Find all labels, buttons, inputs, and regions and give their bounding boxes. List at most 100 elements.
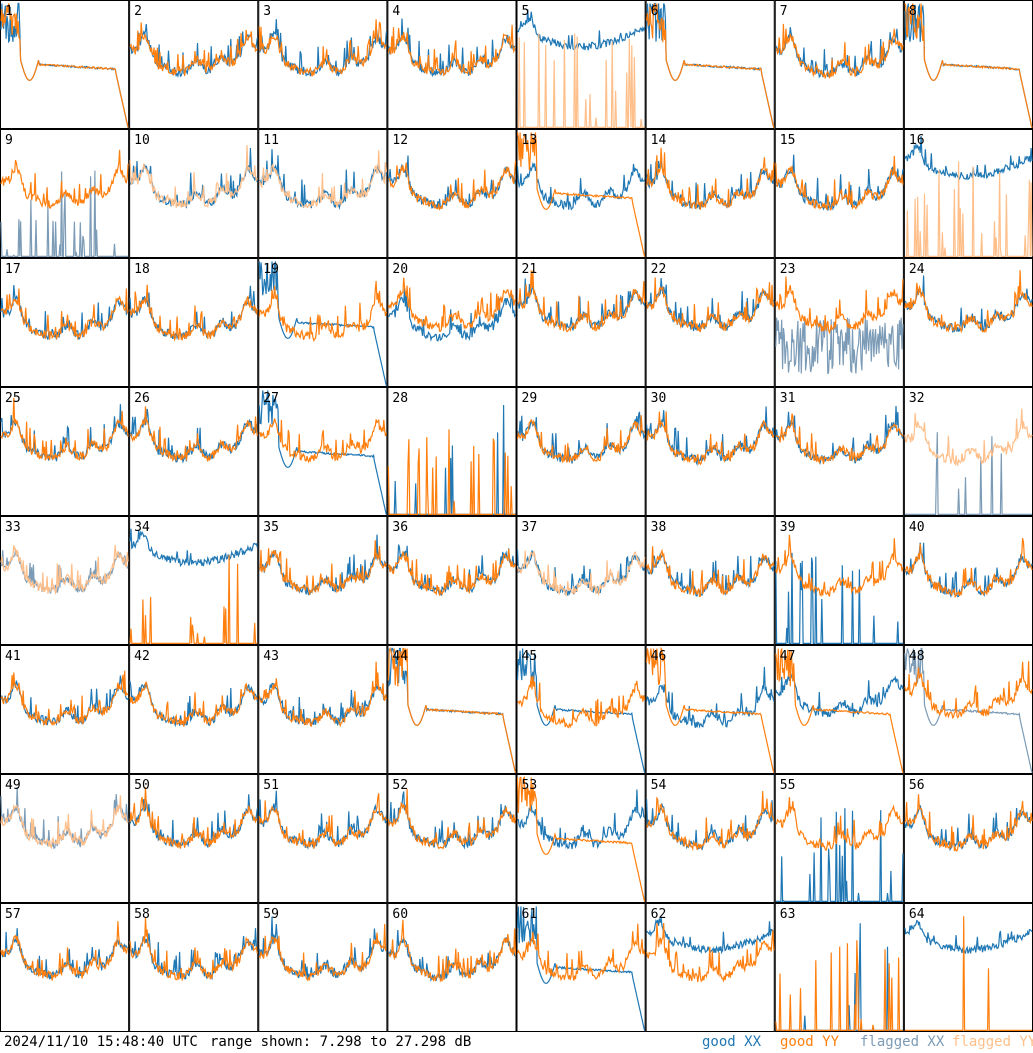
panel-49: 49 (0, 774, 130, 903)
series-yy-panel-8 (904, 3, 1033, 128)
panel-label: 29 (522, 391, 538, 406)
panel-18: 18 (129, 258, 259, 387)
panel-frame (903, 258, 1033, 387)
series-yy-panel-40 (904, 537, 1033, 599)
series-xx-panel-34 (129, 528, 258, 568)
panel-label: 53 (522, 778, 538, 793)
panel-label: 32 (909, 391, 925, 406)
panel-label: 43 (263, 649, 279, 664)
series-xx-panel-64 (904, 919, 1033, 955)
panel-56: 56 (903, 774, 1033, 903)
panel-label: 64 (909, 907, 925, 922)
panel-frame (129, 903, 259, 1032)
series-xx-panel-25 (0, 404, 129, 462)
panel-label: 47 (780, 649, 796, 664)
panel-40: 40 (903, 516, 1033, 645)
panel-30: 30 (645, 387, 775, 516)
panel-label: 11 (263, 133, 279, 148)
series-xx-panel-23 (775, 317, 904, 375)
panel-frame (0, 903, 130, 1032)
panel-61: 61 (516, 903, 646, 1032)
panel-45: 45 (516, 645, 646, 774)
panel-15: 15 (774, 129, 904, 258)
panel-label: 57 (5, 907, 21, 922)
panel-44: 44 (387, 645, 517, 774)
panel-label: 60 (392, 907, 408, 922)
panel-label: 15 (780, 133, 796, 148)
panel-label: 46 (651, 649, 667, 664)
panel-frame (903, 387, 1033, 516)
panel-27: 27 (258, 387, 388, 516)
panel-label: 2 (134, 4, 142, 19)
panel-59: 59 (258, 903, 388, 1032)
panel-label: 37 (522, 520, 538, 535)
series-yy-panel-53 (516, 776, 646, 902)
timestamp: 2024/11/10 15:48:40 UTC (4, 1034, 198, 1050)
panel-6: 6 (645, 0, 775, 129)
panel-label: 22 (651, 262, 667, 277)
series-xx-panel-45 (516, 648, 646, 773)
panel-label: 45 (522, 649, 538, 664)
panel-label: 30 (651, 391, 667, 406)
series-xx-panel-35 (258, 534, 387, 596)
panel-36: 36 (387, 516, 517, 645)
series-yy-panel-59 (258, 923, 387, 982)
panel-21: 21 (516, 258, 646, 387)
series-yy-panel-50 (129, 787, 258, 849)
panel-label: 33 (5, 520, 21, 535)
panel-label: 8 (909, 4, 917, 19)
panel-28: 28 (387, 387, 517, 516)
panel-label: 38 (651, 520, 667, 535)
panel-frame (645, 903, 775, 1032)
panel-label: 50 (134, 778, 150, 793)
series-yy-panel-16 (904, 161, 1033, 257)
series-yy-panel-30 (646, 411, 775, 466)
panel-52: 52 (387, 774, 517, 903)
panel-label: 12 (392, 133, 408, 148)
panel-label: 49 (5, 778, 21, 793)
panel-34: 34 (129, 516, 259, 645)
series-yy-panel-62 (646, 922, 775, 983)
panel-19: 19 (258, 258, 388, 387)
panel-label: 10 (134, 133, 150, 148)
series-yy-panel-9 (0, 149, 129, 209)
range-label: range shown: 7.298 to 27.298 dB (210, 1034, 472, 1050)
series-yy-panel-39 (775, 534, 904, 597)
panel-frame (516, 774, 646, 903)
series-yy-panel-56 (904, 794, 1033, 852)
series-xx-panel-32 (904, 432, 1032, 515)
panel-20: 20 (387, 258, 517, 387)
panel-label: 36 (392, 520, 408, 535)
series-yy-panel-52 (387, 788, 517, 850)
panel-label: 48 (909, 649, 925, 664)
panel-frame (387, 258, 517, 387)
panel-label: 4 (392, 4, 400, 19)
panel-label: 63 (780, 907, 796, 922)
series-yy-panel-48 (904, 661, 1033, 720)
series-xx-panel-9 (0, 170, 129, 257)
footer-bar: 2024/11/10 15:48:40 UTC range shown: 7.2… (0, 1032, 1033, 1053)
panel-label: 52 (392, 778, 408, 793)
panel-8: 8 (903, 0, 1033, 129)
panel-10: 10 (129, 129, 259, 258)
series-yy-panel-22 (646, 277, 775, 333)
series-yy-panel-29 (516, 415, 646, 464)
panel-label: 55 (780, 778, 796, 793)
panel-64: 64 (903, 903, 1033, 1032)
panel-63: 63 (774, 903, 904, 1032)
panel-label: 61 (522, 907, 538, 922)
panel-frame (0, 258, 130, 387)
panel-label: 39 (780, 520, 796, 535)
panel-label: 23 (780, 262, 796, 277)
panel-frame (645, 258, 775, 387)
panel-16: 16 (903, 129, 1033, 258)
series-yy-panel-54 (646, 790, 775, 852)
panel-48: 48 (903, 645, 1033, 774)
series-yy-panel-42 (129, 681, 258, 727)
panel-frame (258, 903, 388, 1032)
panel-frame (129, 387, 259, 516)
panel-frame (774, 387, 904, 516)
panel-label: 16 (909, 133, 925, 148)
series-yy-panel-26 (130, 406, 258, 462)
panel-12: 12 (387, 129, 517, 258)
